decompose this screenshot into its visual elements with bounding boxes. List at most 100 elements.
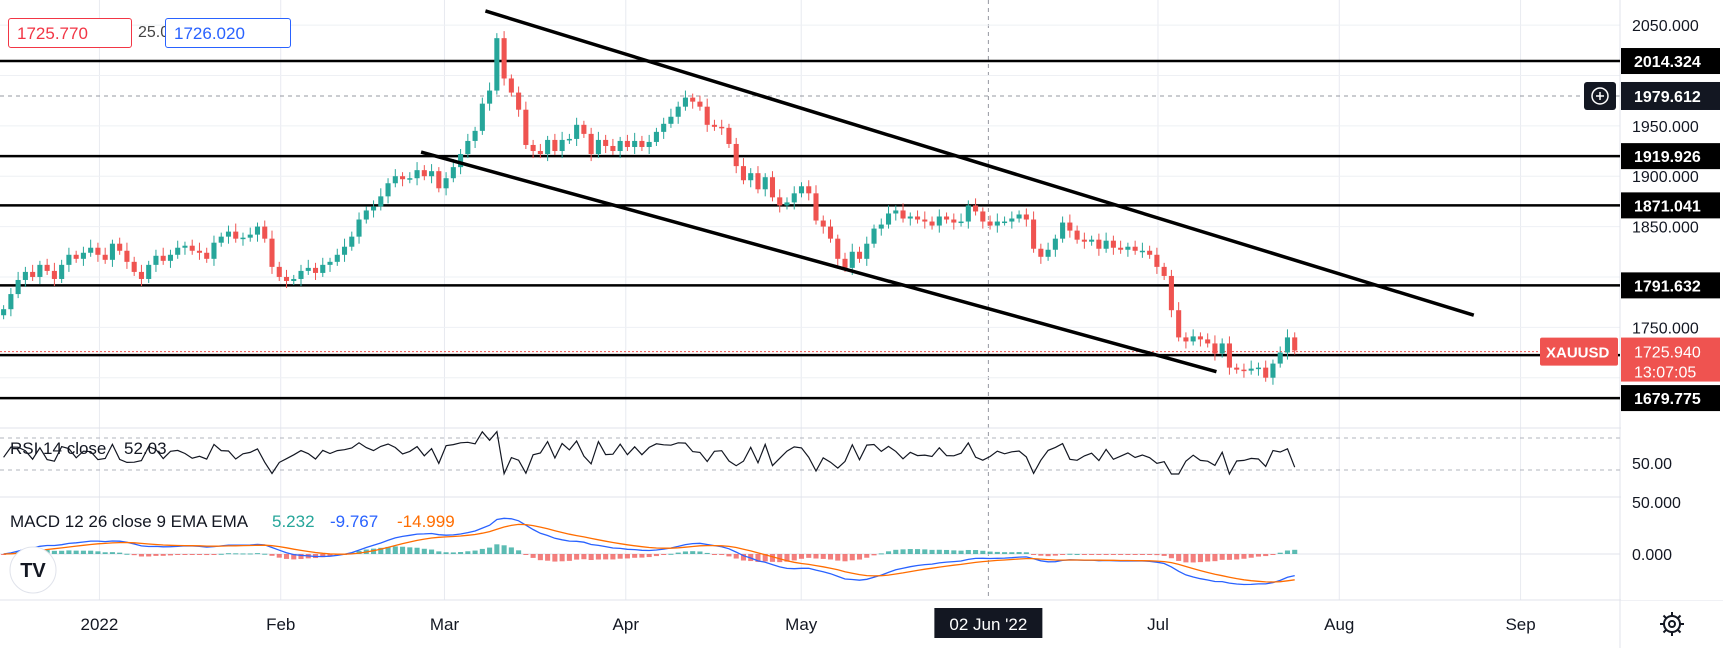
candle-body: [1110, 240, 1116, 248]
macd-hist-bar: [704, 552, 710, 554]
candle-body: [291, 278, 297, 281]
macd-signal-value: -14.999: [397, 512, 455, 531]
price-tick-label: 1950.000: [1632, 119, 1699, 136]
macd-hist-bar: [487, 547, 493, 554]
macd-hist-bar: [138, 554, 144, 557]
level-tag-bg: [1621, 48, 1720, 75]
candle-body: [516, 92, 522, 110]
macd-hist-bar: [1002, 552, 1008, 554]
candle-body: [429, 171, 435, 177]
candle-body: [283, 276, 290, 281]
macd-hist-bar: [465, 551, 471, 554]
candle-body: [204, 252, 210, 259]
candle-body: [240, 237, 246, 240]
sell-price-button[interactable]: 1725.770: [8, 18, 132, 48]
gear-icon[interactable]: [1660, 612, 1684, 636]
candle-body: [690, 97, 696, 102]
candle-body: [762, 177, 768, 190]
candle-body: [1096, 239, 1102, 249]
candle-body: [494, 38, 500, 91]
candle-body: [341, 246, 348, 255]
candle-body: [682, 97, 688, 107]
macd-hist-bar: [109, 552, 115, 554]
macd-hist-bar: [849, 554, 855, 561]
macd-hist-bar: [1139, 554, 1145, 555]
candle-body: [472, 130, 478, 141]
macd-hist-value: 5.232: [272, 512, 315, 531]
candle-body: [262, 226, 268, 239]
horizontal-levels[interactable]: [0, 59, 1620, 400]
macd-tick-label: 0.000: [1632, 547, 1672, 564]
macd-hist-bar: [806, 554, 812, 558]
candle-body: [1219, 343, 1225, 354]
time-tick-label: Mar: [430, 615, 460, 634]
macd-hist-bar: [73, 550, 79, 554]
candle-body: [247, 234, 253, 238]
time-crosshair-bg: [934, 608, 1043, 638]
candle-body: [1226, 343, 1232, 368]
candle-body: [653, 131, 659, 142]
macd-hist-bar: [1096, 554, 1102, 555]
macd-hist-bar: [581, 554, 587, 560]
macd-hist-bar: [1277, 552, 1283, 554]
candle-body: [1125, 246, 1131, 250]
candle-body: [711, 124, 717, 127]
tradingview-logo[interactable]: TV: [9, 546, 57, 594]
macd-hist-bar: [530, 554, 536, 558]
candle-body: [327, 261, 333, 265]
candle-body: [617, 140, 623, 152]
candle-body: [624, 140, 630, 147]
macd-hist-bar: [443, 552, 449, 554]
candle-body: [733, 143, 739, 167]
buy-price: 1726.020: [174, 24, 245, 43]
candle-body: [1002, 221, 1008, 224]
candle-body: [965, 205, 971, 222]
price-tick-label: 1750.000: [1632, 320, 1699, 337]
candle-body: [167, 254, 173, 261]
trendlines[interactable]: [420, 9, 1475, 374]
candle-body: [777, 197, 783, 206]
macd-hist-bar: [1067, 553, 1073, 555]
candle-body: [436, 171, 442, 189]
candle-body: [400, 176, 406, 180]
macd-hist-bar: [719, 554, 725, 555]
macd-hist-bar: [632, 554, 638, 558]
macd-hist-bar: [51, 550, 57, 554]
time-axis[interactable]: 2022 Feb Mar Apr May Jul Aug Sep 02 Jun '22: [81, 608, 1536, 638]
macd-hist-bar: [95, 551, 101, 554]
macd-hist-bar: [1110, 554, 1116, 555]
macd-hist-bar: [1248, 554, 1254, 558]
macd-signal-line: [3, 523, 1295, 583]
candle-body: [254, 226, 261, 235]
candle-body: [929, 221, 935, 226]
candle-body: [334, 254, 340, 262]
buy-price-button[interactable]: 1726.020: [165, 18, 291, 48]
macd-hist-bar: [1168, 554, 1174, 559]
price-axis[interactable]: 2050.000 1950.000 1900.000 1850.000 1750.000…: [1540, 0, 1723, 600]
level-tag-label: 1679.775: [1634, 391, 1701, 408]
candle-body: [632, 140, 638, 147]
macd-hist-bar: [733, 554, 739, 559]
candle-body: [146, 264, 152, 279]
candle-body: [225, 231, 232, 237]
spread-value: 25.0: [138, 24, 170, 41]
macd-hist-bar: [574, 554, 580, 560]
last-price-label: 1725.940: [1634, 345, 1701, 362]
macd-hist-bar: [1284, 550, 1290, 554]
sell-price: 1725.770: [17, 24, 88, 43]
candle-body: [719, 126, 725, 129]
candle-body: [51, 270, 57, 279]
candle-body: [392, 176, 398, 184]
candle-body: [407, 178, 413, 180]
macd-hist-bar: [987, 551, 993, 554]
macd-hist-bar: [1205, 554, 1211, 562]
macd-hist-bar: [233, 553, 239, 555]
trendline-lower-channel: [420, 150, 1217, 374]
candle-body: [806, 186, 812, 194]
candle-body: [349, 236, 355, 247]
macd-hist-bar: [458, 552, 464, 554]
add-alert-icon[interactable]: [1584, 81, 1616, 110]
candle-body: [980, 211, 986, 222]
candle-body: [276, 266, 282, 277]
